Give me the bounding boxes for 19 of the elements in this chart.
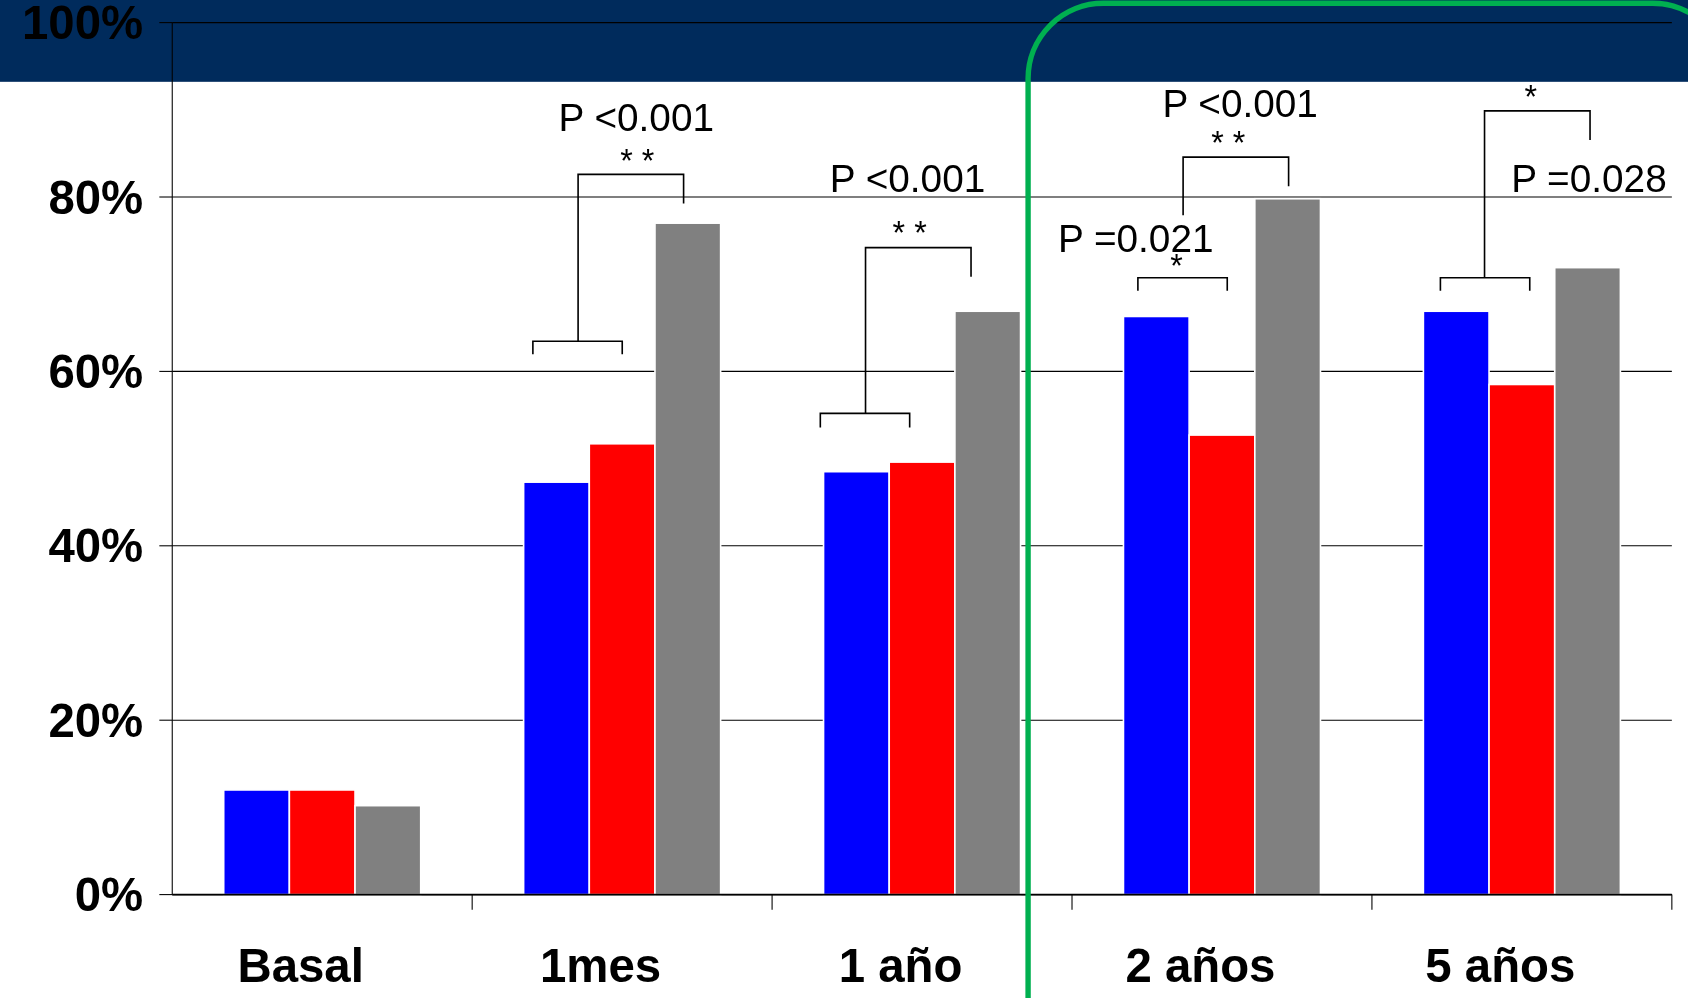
annotation: * * <box>892 215 928 252</box>
annotation: P <0.001 <box>1162 82 1318 126</box>
y-tick-label: 100% <box>22 0 144 50</box>
annotation: P <0.001 <box>829 156 986 200</box>
y-tick-label: 80% <box>48 170 144 224</box>
y-tick-label: 0% <box>74 868 144 922</box>
annotation: P =0.028 <box>1511 156 1667 200</box>
x-tick-label: Basal <box>237 938 364 992</box>
x-tick-label: 1mes <box>540 938 662 992</box>
x-tick-label: 2 años <box>1125 938 1276 992</box>
x-tick-label: 1 año <box>838 938 963 992</box>
annotation: * * <box>1211 124 1246 161</box>
annotation: * * <box>620 143 655 180</box>
y-tick-label: 20% <box>48 693 144 747</box>
annotation: * <box>1524 78 1538 115</box>
annotation: P <0.001 <box>558 96 714 140</box>
x-tick-label: 5 años <box>1425 938 1576 992</box>
y-tick-label: 40% <box>48 519 144 573</box>
y-tick-label: 60% <box>48 344 144 398</box>
